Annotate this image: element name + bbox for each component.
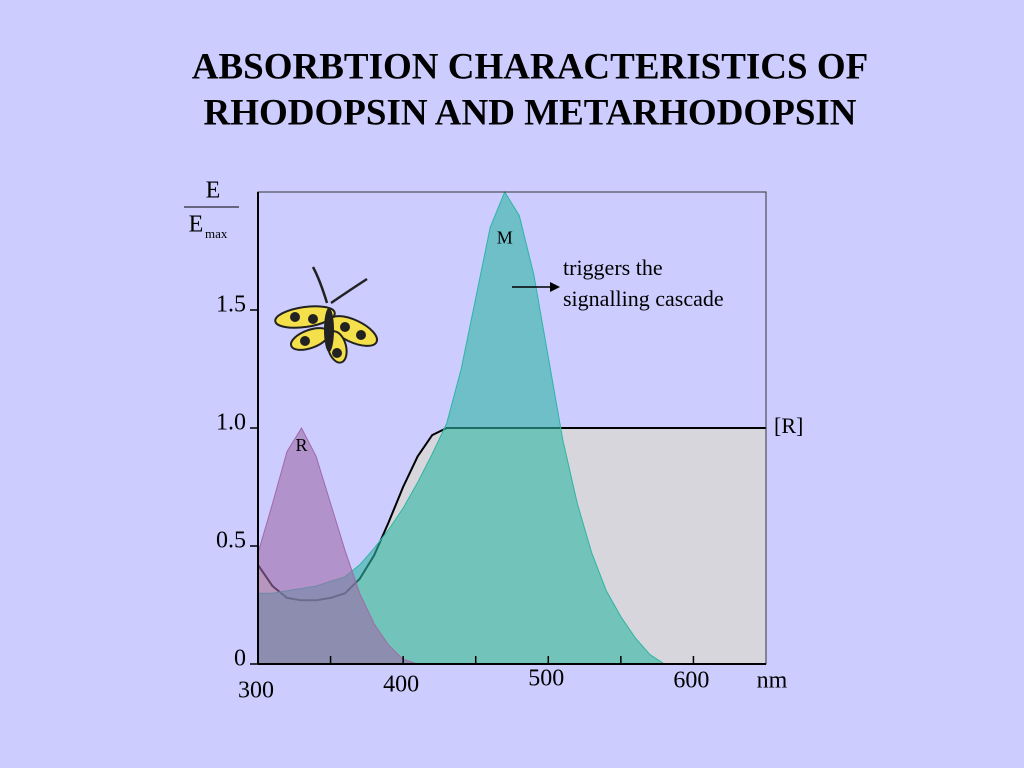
title-line: ABSORBTION CHARACTERISTICS OF	[192, 46, 868, 87]
y-tick-label: 1.0	[216, 410, 246, 436]
y-tick-label: 0	[234, 646, 246, 672]
y-tick-label: 1.5	[216, 292, 246, 318]
x-tick-label: 500	[528, 666, 564, 692]
area-fill	[258, 192, 766, 664]
series-label: M	[497, 227, 513, 247]
butterfly	[274, 266, 379, 364]
x-axis-label: nm	[757, 668, 788, 694]
x-tick-label: 600	[673, 668, 709, 694]
series-label: R	[296, 435, 308, 455]
area-fill	[258, 428, 766, 664]
title-line: RHODOPSIN AND METARHODOPSIN	[203, 92, 856, 133]
y-tick-label: 0.5	[216, 528, 246, 554]
y-label-subscript: max	[205, 226, 228, 241]
annotation: triggers the	[563, 255, 663, 280]
x-tick-label: 300	[238, 678, 274, 704]
y-label-denominator: E	[189, 212, 204, 238]
annotation: signalling cascade	[563, 286, 724, 311]
annotation-arrowhead	[550, 282, 560, 292]
series-label: [R]	[774, 413, 803, 438]
y-label-numerator: E	[206, 178, 221, 204]
x-tick-label: 400	[383, 672, 419, 698]
